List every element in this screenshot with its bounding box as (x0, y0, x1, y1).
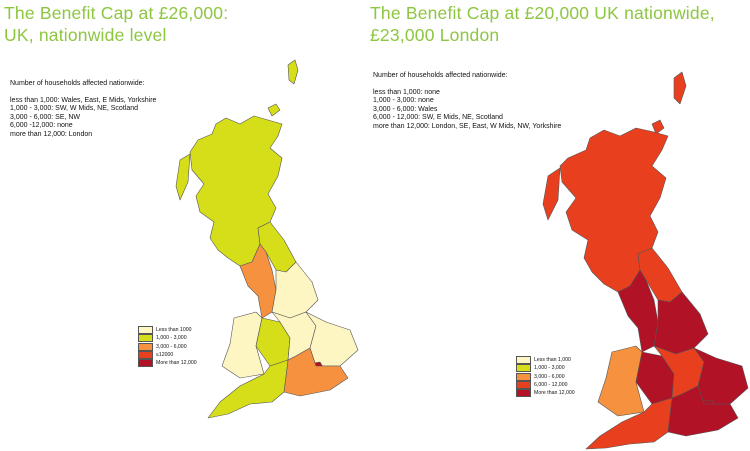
right-info-line: more than 12,000: London, SE, East, W Mi… (373, 122, 562, 130)
legend-swatch (516, 356, 531, 365)
left-info-line: less than 1,000: Wales, East, E Mids, Yo… (10, 96, 157, 104)
legend-swatch (516, 364, 531, 373)
legend-swatch (138, 359, 153, 368)
right-title-line-2: £23,000 London (370, 25, 500, 45)
left-info-text: Number of households affected nationwide… (10, 80, 156, 140)
right-info-text: Number of households affected nationwide… (373, 72, 561, 132)
legend-item-3000-6000: 3,000 - 6,000 (138, 342, 197, 351)
region-yorkshire (653, 291, 709, 355)
right-uk-map (542, 71, 749, 450)
region-east (693, 347, 749, 405)
region-orkney (651, 119, 665, 135)
legend-swatch (138, 326, 153, 335)
legend-label: ≤12000 (156, 352, 174, 359)
legend-label: 1,000 - 3,000 (534, 365, 565, 372)
right-map-panel: The Benefit Cap at £20,000 UK nationwide… (370, 0, 750, 451)
left-title-line-2: UK, nationwide level (4, 25, 167, 45)
legend-swatch (516, 372, 531, 381)
legend-label: 1,000 - 3,000 (156, 335, 187, 342)
right-title-line-1: The Benefit Cap at £20,000 UK nationwide… (370, 3, 715, 23)
legend-item-6000-12000: 6,000 - 12,000 (516, 381, 575, 390)
left-info-line: 6,000 -12,000: none (10, 122, 73, 130)
right-info-line: 1,000 - 3,000: none (373, 97, 434, 105)
legend-swatch (138, 334, 153, 343)
legend-label: More than 12,000 (156, 360, 197, 367)
right-map-title: The Benefit Cap at £20,000 UK nationwide… (370, 2, 715, 46)
region-western-isles (542, 167, 561, 221)
region-south-west (585, 397, 673, 450)
region-east (305, 311, 359, 367)
legend-swatch (138, 351, 153, 360)
right-info-line: less than 1,000: none (373, 88, 440, 96)
right-info-line: 6,000 - 12,000: SW, E Mids, NE, Scotland (373, 114, 503, 122)
legend-label: 6,000 - 12,000 (534, 382, 568, 389)
left-map-title: The Benefit Cap at £26,000: UK, nationwi… (4, 2, 228, 46)
legend-item-less-than-1000: Less than 1,000 (516, 356, 575, 365)
legend-swatch (516, 389, 531, 398)
right-info-heading: Number of households affected nationwide… (373, 72, 508, 79)
left-title-line-1: The Benefit Cap at £26,000: (4, 3, 229, 23)
left-info-heading: Number of households affected nationwide… (10, 80, 145, 87)
legend-item-more-than-12000: More than 12,000 (516, 389, 575, 398)
legend-label: 3,000 - 6,000 (534, 373, 565, 380)
left-uk-map (175, 59, 359, 419)
left-map-panel: The Benefit Cap at £26,000: UK, nationwi… (0, 0, 370, 451)
region-shetland (287, 59, 299, 85)
legend-item-3000-6000: 3,000 - 6,000 (516, 372, 575, 381)
legend-swatch (516, 381, 531, 390)
legend-item-1000-3000: 1,000 - 3,000 (516, 364, 575, 373)
right-info-line: 3,000 - 6,000: Wales (373, 105, 438, 113)
legend-label: Less than 1,000 (534, 357, 571, 364)
legend-label: Less than 1000 (156, 327, 192, 334)
left-info-line: 3,000 - 6,000: SE, NW (10, 113, 81, 121)
right-legend: Less than 1,000 1,000 - 3,000 3,000 - 6,… (516, 356, 575, 398)
region-shetland (673, 71, 687, 105)
legend-item-more-than-12000: More than 12,000 (138, 359, 197, 368)
region-yorkshire (271, 261, 319, 319)
left-info-line: more than 12,000: London (10, 130, 93, 138)
left-info-line: 1,000 - 3,000: SW, W Mids, NE, Scotland (10, 105, 138, 113)
region-orkney (267, 103, 281, 117)
legend-swatch (138, 342, 153, 351)
region-south-west (207, 359, 289, 419)
legend-item-1000-3000: 1,000 - 3,000 (138, 334, 197, 343)
region-western-isles (175, 153, 191, 201)
legend-label: 3,000 - 6,000 (156, 343, 187, 350)
left-legend: Less than 1000 1,000 - 3,000 3,000 - 6,0… (138, 326, 197, 368)
legend-item-12000: ≤12000 (138, 351, 197, 360)
legend-label: More than 12,000 (534, 390, 575, 397)
legend-item-less-than-1000: Less than 1000 (138, 326, 197, 335)
